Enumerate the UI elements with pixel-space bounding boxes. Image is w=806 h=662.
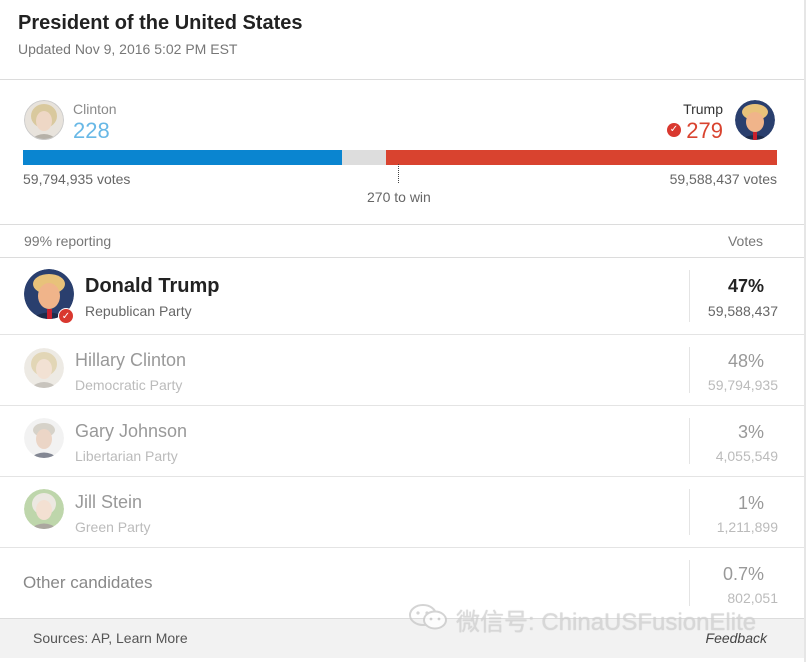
- clinton-row-avatar: [24, 348, 64, 388]
- watermark-text: 微信号: ChinaUSFusionElite: [456, 608, 757, 636]
- candidate-percent: 3%: [737, 422, 764, 442]
- page-footer: Sources: AP, Learn More Feedback: [0, 618, 804, 658]
- clinton-popular-votes: 59,794,935 votes: [23, 171, 131, 187]
- trump-name: Trump: [683, 101, 723, 117]
- candidate-percent: 47%: [727, 276, 764, 296]
- column-divider: [689, 560, 690, 606]
- candidate-row-clinton[interactable]: Hillary Clinton Democratic Party 48% 59,…: [0, 335, 804, 406]
- candidate-name: Gary Johnson: [75, 421, 188, 441]
- candidate-name: Jill Stein: [75, 492, 143, 512]
- trump-row-avatar: [24, 269, 74, 319]
- win-threshold-marker: [398, 164, 399, 183]
- page-title: President of the United States: [18, 12, 303, 34]
- page-header: President of the United States Updated N…: [0, 0, 804, 80]
- stein-row-avatar: [24, 489, 64, 529]
- candidate-party: Green Party: [75, 519, 151, 535]
- column-divider: [689, 270, 690, 322]
- candidate-votes: 59,588,437: [707, 303, 778, 319]
- candidate-party: Republican Party: [85, 303, 192, 319]
- candidate-party: Libertarian Party: [75, 448, 178, 464]
- check-icon: ✓: [667, 123, 681, 137]
- clinton-name: Clinton: [73, 101, 117, 117]
- other-votes: 802,051: [727, 590, 778, 606]
- candidate-row-stein[interactable]: Jill Stein Green Party 1% 1,211,899: [0, 477, 804, 548]
- other-percent: 0.7%: [722, 564, 764, 584]
- electoral-summary: Clinton 228 Trump ✓ 279 59,794,935 votes…: [0, 80, 804, 225]
- electoral-vote-bar: [23, 150, 777, 165]
- candidate-votes: 59,794,935: [707, 377, 778, 393]
- other-candidates-label: Other candidates: [23, 573, 153, 592]
- candidate-name: Hillary Clinton: [75, 350, 187, 370]
- votes-column-header: Votes: [727, 233, 763, 249]
- clinton-bar-segment: [23, 150, 342, 165]
- column-divider: [689, 347, 690, 393]
- column-divider: [689, 489, 690, 535]
- candidate-votes: 4,055,549: [715, 448, 778, 464]
- watermark: 微信号: ChinaUSFusionElite: [408, 602, 756, 636]
- results-table-header: 99% reporting Votes: [0, 225, 804, 258]
- johnson-row-avatar: [24, 418, 64, 458]
- updated-timestamp: Updated Nov 9, 2016 5:02 PM EST: [18, 41, 238, 57]
- candidate-name: Donald Trump: [85, 275, 220, 297]
- check-icon: ✓: [58, 308, 74, 324]
- reporting-status: 99% reporting: [24, 233, 112, 249]
- candidate-votes: 1,211,899: [716, 519, 778, 535]
- clinton-electoral-votes: 228: [73, 118, 110, 143]
- candidate-percent: 1%: [737, 493, 764, 513]
- trump-avatar: [735, 100, 775, 140]
- sources-link[interactable]: Sources: AP, Learn More: [33, 630, 188, 646]
- candidate-row-other[interactable]: Other candidates 0.7% 802,051: [0, 548, 804, 618]
- column-divider: [689, 418, 690, 464]
- candidate-row-johnson[interactable]: Gary Johnson Libertarian Party 3% 4,055,…: [0, 406, 804, 477]
- feedback-link[interactable]: Feedback: [705, 630, 767, 646]
- clinton-avatar: [24, 100, 64, 140]
- trump-popular-votes: 59,588,437 votes: [669, 171, 777, 187]
- wechat-icon: [408, 603, 448, 636]
- trump-electoral-votes: 279: [686, 118, 723, 143]
- candidate-party: Democratic Party: [75, 377, 183, 393]
- candidate-row-trump[interactable]: ✓ Donald Trump Republican Party 47% 59,5…: [0, 258, 804, 335]
- candidate-percent: 48%: [727, 351, 764, 371]
- page-edge: [804, 0, 806, 662]
- win-threshold-label: 270 to win: [367, 189, 431, 205]
- trump-bar-segment: [385, 150, 777, 165]
